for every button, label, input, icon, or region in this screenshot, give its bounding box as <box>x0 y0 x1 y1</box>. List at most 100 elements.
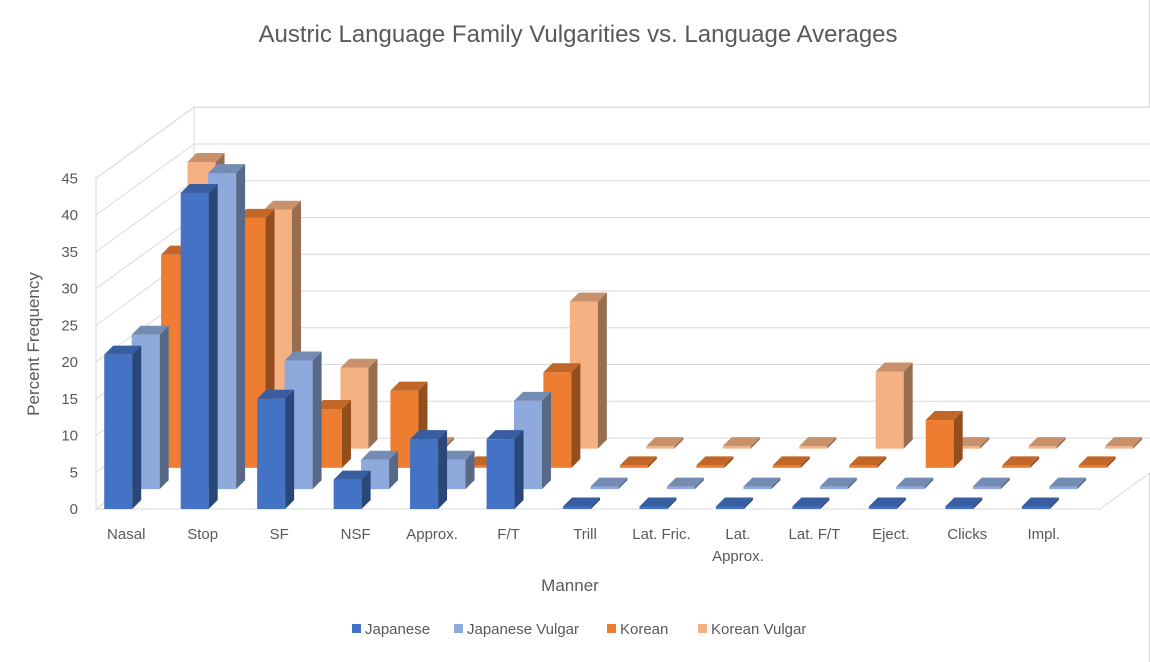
bar-side-face <box>341 400 351 468</box>
bar-front-face <box>563 506 591 509</box>
legend: Japanese Japanese Vulgar Korean Korean Vulg… <box>352 621 806 638</box>
bar-side-face <box>674 437 684 449</box>
bar-side-face <box>924 477 934 490</box>
bar-side-face <box>820 497 830 509</box>
x-tick-label: Eject. <box>872 526 910 543</box>
bar-korean-vulgar <box>722 437 760 449</box>
y-axis-ticks: 0 5 10 15 20 25 30 35 40 45 <box>61 170 78 518</box>
bar-japanese-vulgar <box>743 477 781 490</box>
bar-japanese <box>868 497 906 509</box>
bar-top-face <box>696 456 734 466</box>
y-tick-label: 20 <box>61 354 78 371</box>
bar-side-face <box>647 456 657 468</box>
bar-top-face <box>569 292 607 302</box>
bar-japanese <box>639 497 677 509</box>
bar-front-face <box>849 465 878 468</box>
gridline-side <box>95 180 195 253</box>
bar-front-face <box>896 486 925 490</box>
bar-top-face <box>208 164 246 174</box>
bar-top-face <box>868 497 906 507</box>
bar-front-face <box>486 439 515 509</box>
y-tick-label: 0 <box>70 501 78 518</box>
bar-side-face <box>514 430 524 509</box>
bar-front-face <box>257 398 286 509</box>
bar-side-face <box>877 456 887 468</box>
bar-front-face <box>666 486 695 490</box>
bar-top-face <box>849 456 887 466</box>
bar-front-face <box>646 446 675 449</box>
bar-top-face <box>590 477 628 487</box>
bar-top-face <box>639 497 677 507</box>
x-axis-title: Manner <box>541 576 599 595</box>
bar-side-face <box>368 358 378 449</box>
bar-top-face <box>875 362 913 372</box>
legend-label: Korean Vulgar <box>711 621 806 638</box>
bar-side-face <box>743 497 753 509</box>
bar-side-face <box>541 391 551 490</box>
bar-front-face <box>696 465 725 468</box>
bar-side-face <box>285 389 295 509</box>
x-tick-label: Lat. Fric. <box>632 526 690 543</box>
bar-side-face <box>1030 456 1040 468</box>
bar-side-face <box>571 363 581 468</box>
bar-side-face <box>827 437 837 449</box>
bar-japanese-vulgar <box>819 477 857 490</box>
bar-korean <box>925 411 963 468</box>
bar-korean <box>619 456 657 468</box>
y-tick-label: 10 <box>61 428 78 445</box>
bar-side-face <box>903 362 913 449</box>
bar-top-face <box>972 477 1010 487</box>
legend-swatch <box>698 624 707 633</box>
bar-front-face <box>1002 465 1031 468</box>
chart-title: Austric Language Family Vulgarities vs. … <box>258 21 897 48</box>
bar-top-face <box>1105 437 1143 447</box>
bar-top-face <box>543 363 581 373</box>
bar-top-face <box>896 477 934 487</box>
bar-side-face <box>159 325 169 490</box>
bar-top-face <box>945 497 983 507</box>
bar-side-face <box>896 497 906 509</box>
bar-front-face <box>590 486 619 490</box>
bar-top-face <box>772 456 810 466</box>
x-tick-label: Impl. <box>1028 526 1061 543</box>
bar-side-face <box>208 183 218 509</box>
x-tick-label: SF <box>270 526 289 543</box>
bar-korean <box>772 456 810 468</box>
bar-japanese <box>715 497 753 509</box>
bar-front-face <box>875 371 904 449</box>
bar-top-face <box>313 400 351 410</box>
bar-top-face <box>792 497 830 507</box>
legend-swatch <box>607 624 616 633</box>
legend-label: Japanese Vulgar <box>467 621 579 638</box>
bar-side-face <box>361 470 371 509</box>
x-tick-label: F/T <box>497 526 520 543</box>
bar-side-face <box>1056 437 1066 449</box>
bar-side-face <box>1049 497 1059 509</box>
bar-side-face <box>973 497 983 509</box>
bar-top-face <box>237 208 275 218</box>
bar-front-face <box>1078 465 1107 468</box>
x-tick-label: NSF <box>341 526 371 543</box>
bar-top-face <box>1028 437 1066 447</box>
bar-side-face <box>312 351 322 490</box>
bar-front-face <box>619 465 648 468</box>
bar-front-face <box>639 506 668 509</box>
y-tick-label: 45 <box>61 170 78 187</box>
bar-front-face <box>1049 486 1078 490</box>
bar-top-face <box>180 183 218 193</box>
bar-side-face <box>1133 437 1143 449</box>
bar-top-face <box>486 430 524 440</box>
bar-side-face <box>597 292 607 449</box>
x-tick-label: Approx. <box>712 548 764 565</box>
chart-bars <box>104 153 1143 509</box>
bar-front-face <box>972 486 1001 490</box>
bar-top-face <box>284 351 322 361</box>
bar-front-face <box>1028 446 1057 449</box>
bar-top-face <box>619 456 657 466</box>
bar-front-face <box>819 486 848 490</box>
bar-japanese <box>180 183 218 509</box>
bar-top-face <box>1002 456 1040 466</box>
bar-side-face <box>438 430 448 509</box>
